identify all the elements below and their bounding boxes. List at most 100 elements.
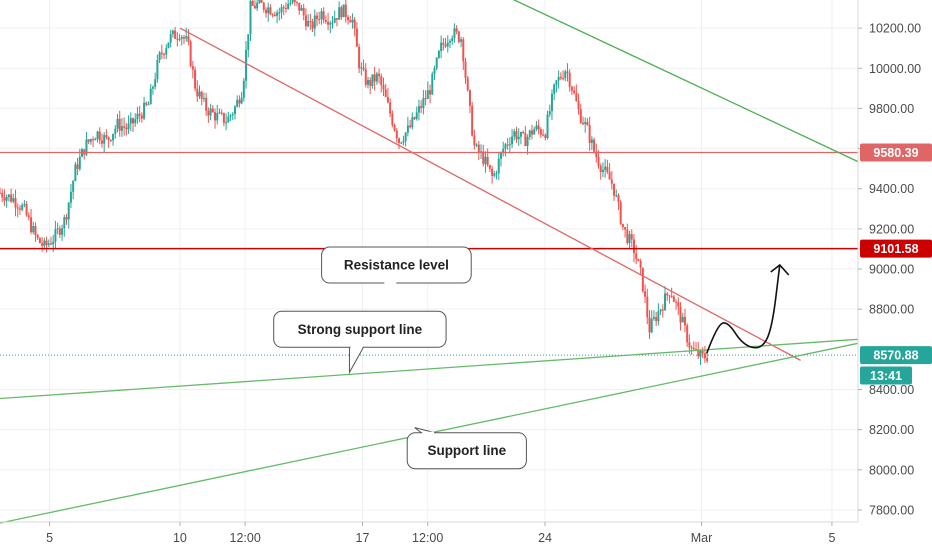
x-tick-label: 5	[46, 531, 53, 545]
candle-body	[227, 116, 230, 123]
candle-body	[624, 227, 627, 230]
candle-body	[129, 118, 132, 124]
y-tick-label: 8200.00	[869, 423, 914, 437]
candle-body	[373, 74, 376, 82]
candle-body	[444, 44, 447, 47]
price-label-text: 8570.88	[873, 349, 918, 363]
candle-body	[0, 192, 1, 194]
candle-body	[202, 97, 205, 99]
candle-body	[411, 117, 414, 128]
candle-body	[167, 42, 170, 48]
candle-body	[668, 295, 671, 297]
candle-body	[191, 66, 194, 70]
candle-body	[282, 7, 285, 9]
candle-body	[652, 317, 655, 319]
candle-body	[260, 0, 263, 3]
candle-body	[163, 54, 166, 56]
candle-body	[132, 118, 135, 124]
candle-body	[639, 260, 642, 268]
candle-body	[555, 80, 558, 85]
x-tick-label: Mar	[691, 531, 713, 545]
x-tick-label: 12:00	[412, 531, 443, 545]
candle-body	[47, 243, 50, 245]
candle-body	[384, 89, 387, 97]
callout-pointer	[414, 427, 436, 434]
x-tick-label: 10	[173, 531, 187, 545]
candle-body	[533, 129, 536, 135]
y-tick-label: 7800.00	[869, 503, 914, 517]
candle-body	[630, 234, 633, 240]
candle-body	[92, 139, 95, 141]
annotations: Resistance level Strong support line Suppo…	[273, 246, 527, 470]
candle-body	[256, 2, 259, 9]
x-tick-label: 17	[356, 531, 370, 545]
candle-body	[677, 302, 680, 307]
candle-body	[619, 201, 622, 224]
candle-body	[94, 138, 97, 141]
trendline[interactable]	[0, 338, 859, 400]
callout-text: Strong support line	[298, 322, 423, 337]
candle-body	[229, 115, 232, 117]
candle-body	[471, 105, 474, 136]
candle-body	[613, 183, 616, 196]
candle-body	[54, 229, 57, 242]
y-tick-label: 10200.00	[869, 22, 921, 36]
candle-body	[209, 108, 212, 116]
annotation-callout[interactable]: Resistance level	[321, 246, 472, 285]
candle-body	[599, 165, 602, 172]
candle-body	[63, 217, 66, 229]
candle-body	[25, 204, 28, 216]
candle-body	[349, 20, 352, 23]
candle-body	[664, 293, 667, 311]
candle-body	[96, 131, 99, 139]
candle-body	[369, 79, 372, 86]
candle-body	[216, 113, 219, 121]
candle-body	[546, 114, 549, 138]
candle-body	[695, 349, 698, 351]
candle-body	[699, 350, 702, 357]
annotation-callout[interactable]: Support line	[406, 427, 527, 470]
candle-body	[278, 12, 281, 14]
annotation-callout[interactable]: Strong support line	[273, 310, 447, 375]
candle-body	[298, 2, 301, 11]
trendline[interactable]	[493, 0, 859, 163]
candle-body	[380, 76, 383, 86]
candle-body	[125, 127, 128, 130]
candle-body	[670, 296, 673, 298]
candle-body	[562, 78, 565, 80]
candle-body	[32, 225, 35, 233]
candle-body	[409, 125, 412, 128]
candle-body	[65, 217, 68, 220]
candle-body	[617, 195, 620, 202]
candle-body	[109, 139, 112, 141]
candle-body	[136, 113, 139, 120]
candle-body	[240, 97, 243, 104]
candle-body	[453, 28, 456, 39]
candle-body	[38, 237, 41, 244]
candle-body	[171, 30, 174, 35]
candle-body	[233, 106, 236, 115]
candle-body	[176, 38, 179, 40]
candles	[0, 0, 709, 365]
candle-body	[601, 169, 604, 172]
candle-body	[493, 173, 496, 176]
candle-body	[655, 317, 658, 322]
candle-body	[120, 126, 123, 131]
candle-body	[499, 152, 502, 159]
candle-body	[329, 22, 332, 25]
candle-body	[511, 136, 514, 145]
candle-body	[231, 114, 234, 116]
candle-body	[497, 158, 500, 174]
candle-body	[76, 164, 79, 169]
y-tick-label: 9800.00	[869, 102, 914, 116]
projection-curve[interactable]	[705, 264, 781, 354]
candle-body	[194, 69, 197, 89]
candle-body	[67, 202, 70, 220]
x-tick-label: 24	[538, 531, 552, 545]
candle-body	[648, 317, 651, 333]
trendline[interactable]	[179, 27, 801, 361]
candle-body	[127, 123, 130, 130]
axes	[0, 0, 859, 523]
